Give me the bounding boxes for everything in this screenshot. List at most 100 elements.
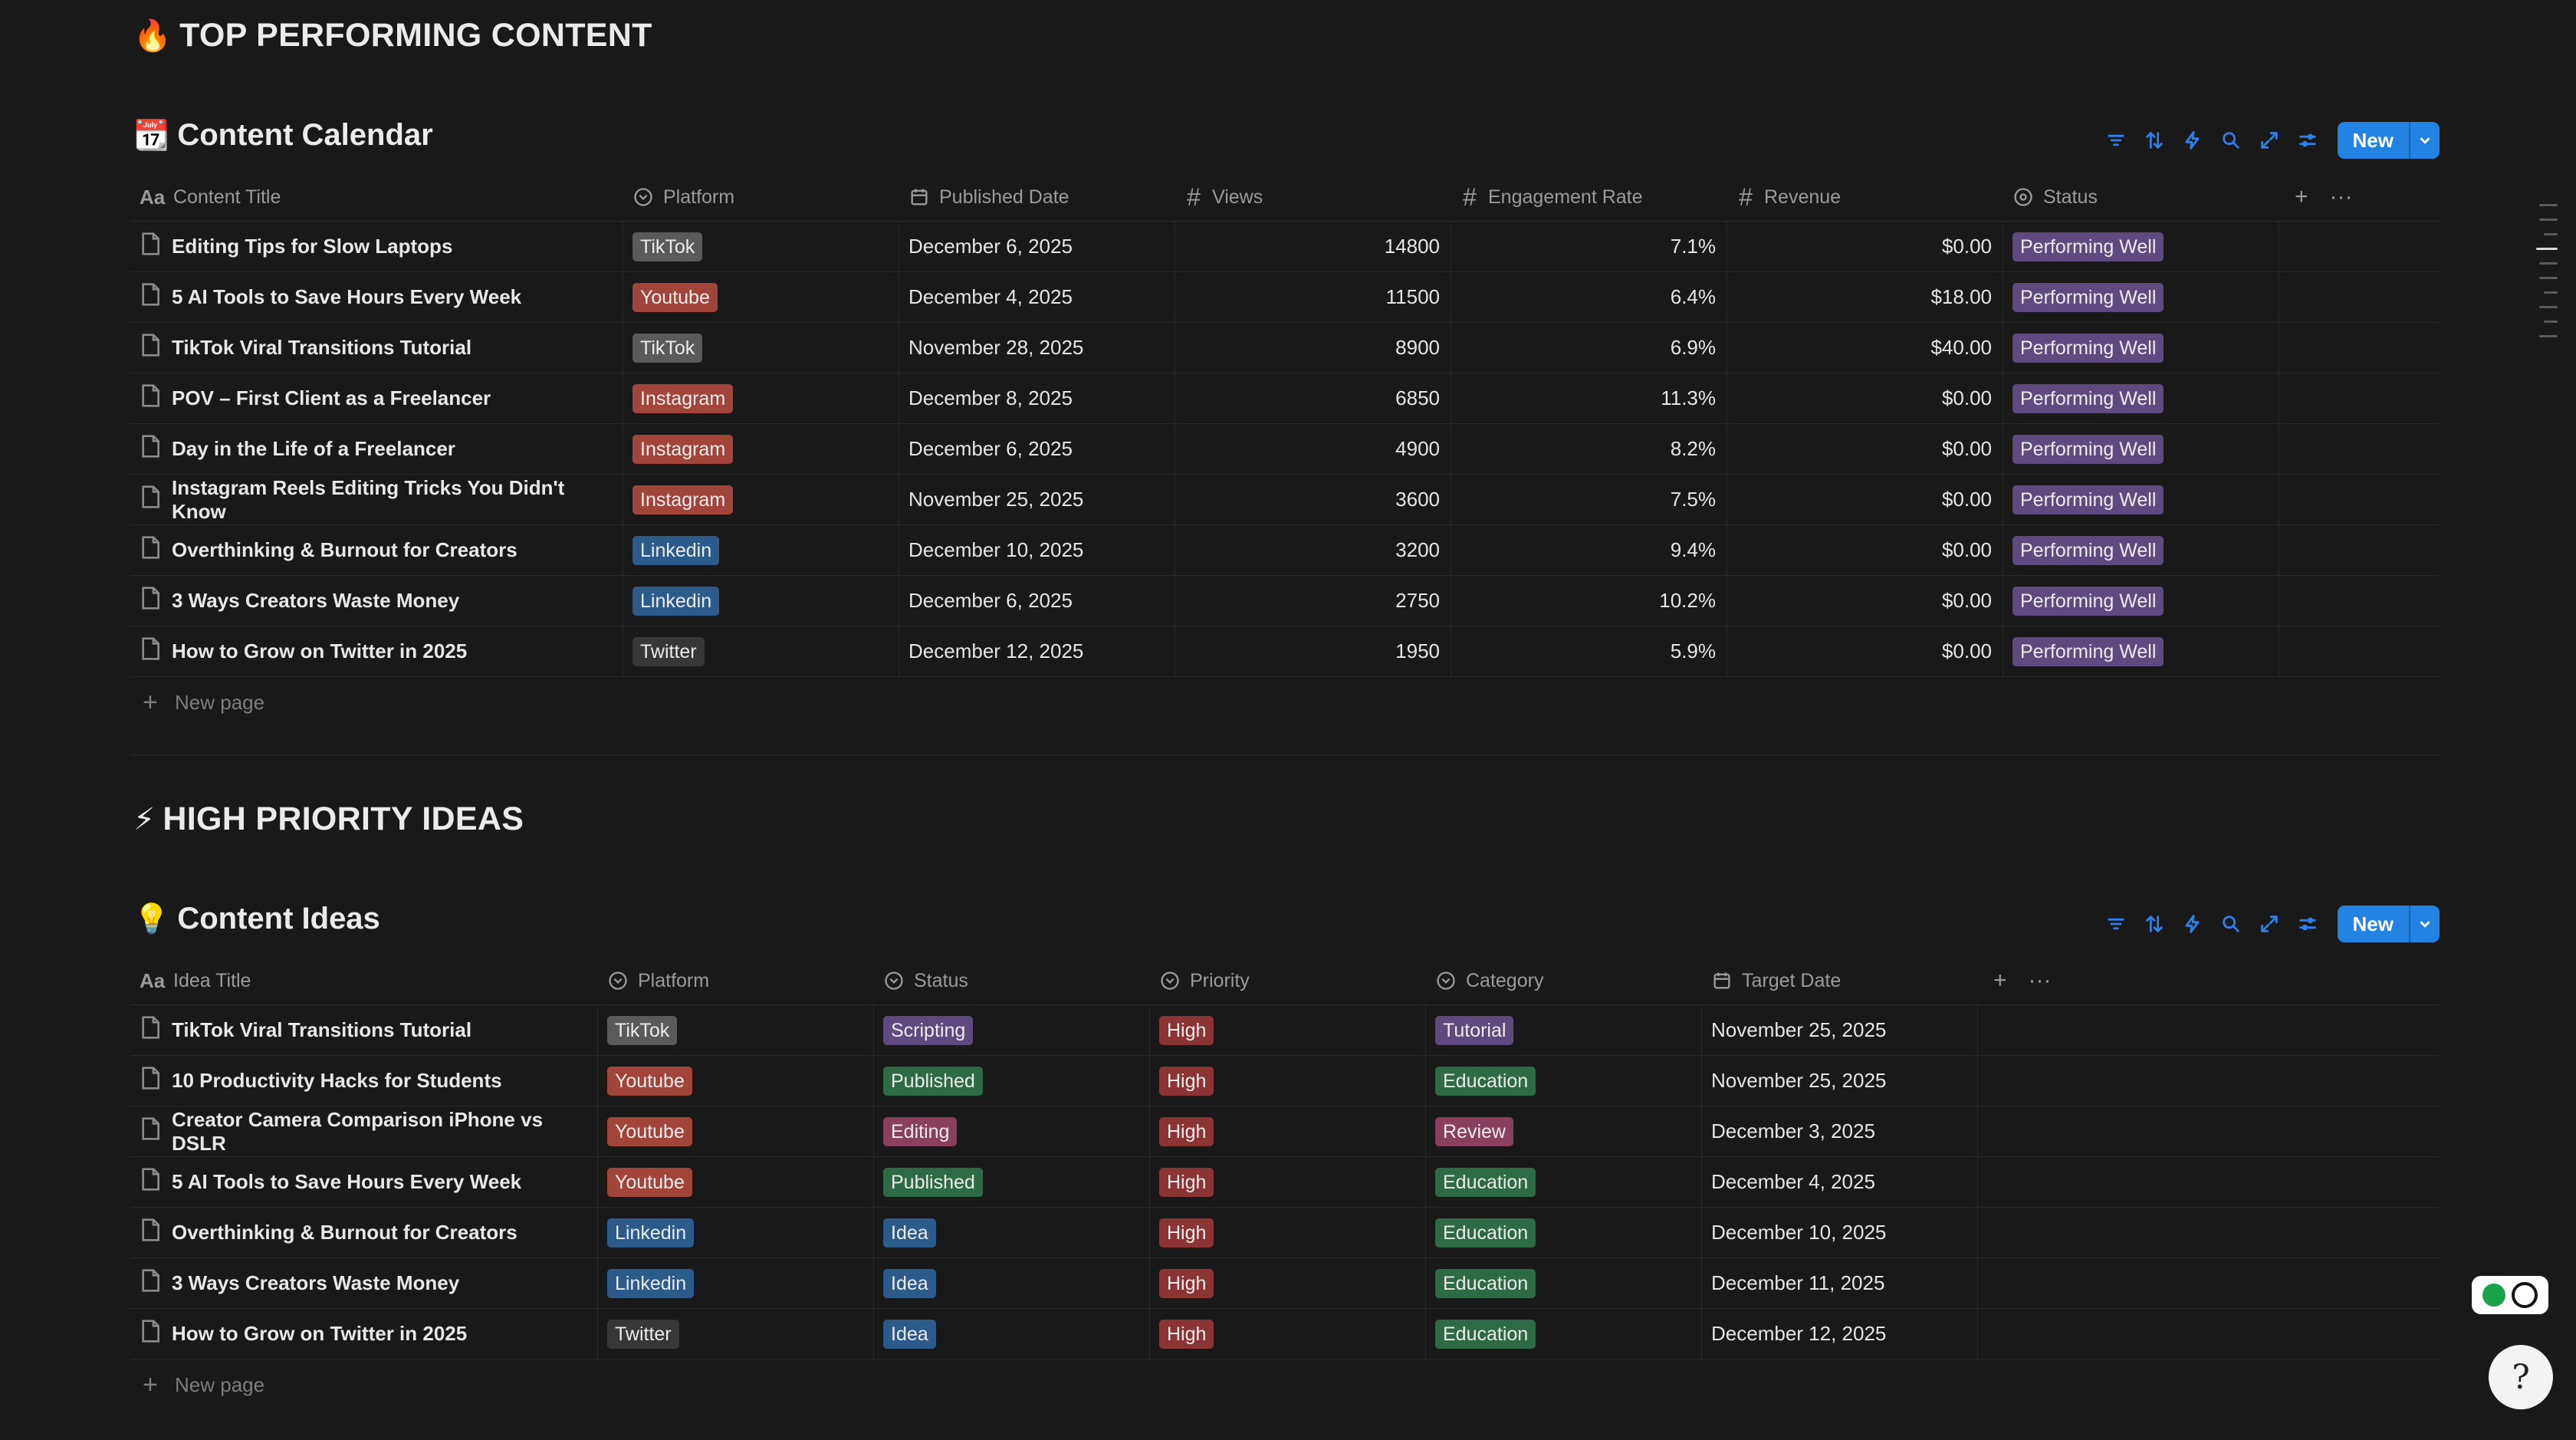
- new-button-label[interactable]: New: [2352, 128, 2394, 152]
- table-row[interactable]: TikTok Viral Transitions Tutorial TikTok N…: [130, 323, 2440, 373]
- title-cell[interactable]: 10 Productivity Hacks for Students: [130, 1056, 598, 1106]
- views-cell[interactable]: 1950: [1175, 626, 1451, 676]
- new-button[interactable]: New: [2337, 906, 2440, 942]
- table-row[interactable]: TikTok Viral Transitions Tutorial TikTok S…: [130, 1005, 2440, 1056]
- engagement-cell[interactable]: 11.3%: [1451, 373, 1727, 423]
- table-row[interactable]: 3 Ways Creators Waste Money Linkedin Decem…: [130, 576, 2440, 626]
- column-header-idea-title[interactable]: Aa Idea Title: [130, 957, 598, 1004]
- column-header-status[interactable]: Status: [2003, 173, 2279, 221]
- automation-lightning-icon[interactable]: [2174, 905, 2212, 943]
- title-cell[interactable]: How to Grow on Twitter in 2025: [130, 626, 623, 676]
- priority-cell[interactable]: High: [1150, 1157, 1426, 1207]
- platform-cell[interactable]: Youtube: [598, 1056, 874, 1106]
- title-cell[interactable]: Overthinking & Burnout for Creators: [130, 525, 623, 575]
- title-cell[interactable]: TikTok Viral Transitions Tutorial: [130, 1005, 598, 1055]
- status-cell[interactable]: Performing Well: [2003, 475, 2279, 524]
- title-cell[interactable]: Editing Tips for Slow Laptops: [130, 222, 623, 271]
- grammarly-logo-icon[interactable]: [2512, 1282, 2538, 1308]
- column-header-status[interactable]: Status: [874, 957, 1150, 1004]
- chevron-down-icon[interactable]: [2409, 122, 2440, 159]
- outline-mark[interactable]: [2539, 204, 2558, 206]
- title-cell[interactable]: 5 AI Tools to Save Hours Every Week: [130, 1157, 598, 1207]
- row-title[interactable]: 3 Ways Creators Waste Money: [172, 589, 460, 612]
- row-title[interactable]: POV – First Client as a Freelancer: [172, 386, 491, 409]
- row-title[interactable]: Overthinking & Burnout for Creators: [172, 1221, 518, 1244]
- revenue-cell[interactable]: $0.00: [1727, 576, 2003, 626]
- help-assistant-icon[interactable]: ?: [2489, 1345, 2553, 1409]
- row-title[interactable]: 5 AI Tools to Save Hours Every Week: [172, 1170, 522, 1193]
- status-cell[interactable]: Editing: [874, 1106, 1150, 1156]
- revenue-cell[interactable]: $0.00: [1727, 373, 2003, 423]
- platform-cell[interactable]: TikTok: [623, 323, 899, 373]
- search-icon[interactable]: [2212, 905, 2250, 943]
- revenue-cell[interactable]: $40.00: [1727, 323, 2003, 373]
- column-header-platform[interactable]: Platform: [623, 173, 899, 221]
- outline-mark[interactable]: [2539, 306, 2558, 308]
- views-cell[interactable]: 4900: [1175, 424, 1451, 474]
- table-row[interactable]: Day in the Life of a Freelancer Instagram…: [130, 424, 2440, 475]
- filter-icon[interactable]: [2097, 905, 2135, 943]
- platform-cell[interactable]: Instagram: [623, 373, 899, 423]
- database-title-content-ideas[interactable]: 💡 Content Ideas: [133, 902, 380, 936]
- table-row[interactable]: Overthinking & Burnout for Creators Linke…: [130, 525, 2440, 576]
- views-cell[interactable]: 14800: [1175, 222, 1451, 271]
- status-cell[interactable]: Published: [874, 1157, 1150, 1207]
- automation-lightning-icon[interactable]: [2174, 121, 2212, 159]
- views-cell[interactable]: 2750: [1175, 576, 1451, 626]
- target-date-cell[interactable]: November 25, 2025: [1702, 1005, 1978, 1055]
- add-property-icon[interactable]: +: [2295, 184, 2308, 209]
- row-title[interactable]: 3 Ways Creators Waste Money: [172, 1271, 460, 1294]
- category-cell[interactable]: Review: [1426, 1106, 1702, 1156]
- target-date-cell[interactable]: December 4, 2025: [1702, 1157, 1978, 1207]
- category-cell[interactable]: Education: [1426, 1208, 1702, 1258]
- title-cell[interactable]: Creator Camera Comparison iPhone vs DSLR: [130, 1106, 598, 1156]
- row-title[interactable]: TikTok Viral Transitions Tutorial: [172, 336, 472, 359]
- published-date-cell[interactable]: December 6, 2025: [899, 424, 1175, 474]
- category-cell[interactable]: Education: [1426, 1309, 1702, 1359]
- platform-cell[interactable]: TikTok: [623, 222, 899, 271]
- more-options-icon[interactable]: ···: [2028, 968, 2052, 993]
- title-cell[interactable]: Overthinking & Burnout for Creators: [130, 1208, 598, 1258]
- add-property-icon[interactable]: +: [1993, 968, 2007, 993]
- engagement-cell[interactable]: 10.2%: [1451, 576, 1727, 626]
- views-cell[interactable]: 8900: [1175, 323, 1451, 373]
- page-outline[interactable]: [2536, 204, 2558, 337]
- outline-mark[interactable]: [2544, 233, 2558, 235]
- platform-cell[interactable]: Twitter: [623, 626, 899, 676]
- title-cell[interactable]: POV – First Client as a Freelancer: [130, 373, 623, 423]
- category-cell[interactable]: Education: [1426, 1157, 1702, 1207]
- engagement-cell[interactable]: 7.1%: [1451, 222, 1727, 271]
- revenue-cell[interactable]: $0.00: [1727, 525, 2003, 575]
- engagement-cell[interactable]: 6.9%: [1451, 323, 1727, 373]
- platform-cell[interactable]: Linkedin: [598, 1208, 874, 1258]
- table-row[interactable]: 5 AI Tools to Save Hours Every Week Youtu…: [130, 1157, 2440, 1208]
- revenue-cell[interactable]: $0.00: [1727, 626, 2003, 676]
- title-cell[interactable]: 5 AI Tools to Save Hours Every Week: [130, 272, 623, 322]
- engagement-cell[interactable]: 5.9%: [1451, 626, 1727, 676]
- priority-cell[interactable]: High: [1150, 1208, 1426, 1258]
- expand-icon[interactable]: [2250, 905, 2288, 943]
- status-cell[interactable]: Performing Well: [2003, 272, 2279, 322]
- status-cell[interactable]: Performing Well: [2003, 576, 2279, 626]
- platform-cell[interactable]: Youtube: [598, 1106, 874, 1156]
- platform-cell[interactable]: Youtube: [623, 272, 899, 322]
- published-date-cell[interactable]: December 6, 2025: [899, 576, 1175, 626]
- published-date-cell[interactable]: December 12, 2025: [899, 626, 1175, 676]
- outline-mark-active[interactable]: [2536, 248, 2558, 250]
- revenue-cell[interactable]: $0.00: [1727, 222, 2003, 271]
- row-title[interactable]: Instagram Reels Editing Tricks You Didn'…: [172, 475, 565, 523]
- platform-cell[interactable]: Instagram: [623, 424, 899, 474]
- sort-icon[interactable]: [2135, 121, 2174, 159]
- new-button-label[interactable]: New: [2352, 912, 2394, 935]
- views-cell[interactable]: 11500: [1175, 272, 1451, 322]
- column-header-content-title[interactable]: Aa Content Title: [130, 173, 623, 221]
- filter-icon[interactable]: [2097, 121, 2135, 159]
- new-page-button[interactable]: + New page: [130, 1359, 2440, 1410]
- target-date-cell[interactable]: December 12, 2025: [1702, 1309, 1978, 1359]
- platform-cell[interactable]: Youtube: [598, 1157, 874, 1207]
- outline-mark[interactable]: [2539, 219, 2558, 221]
- sort-icon[interactable]: [2135, 905, 2174, 943]
- status-cell[interactable]: Idea: [874, 1208, 1150, 1258]
- engagement-cell[interactable]: 8.2%: [1451, 424, 1727, 474]
- column-header-category[interactable]: Category: [1426, 957, 1702, 1004]
